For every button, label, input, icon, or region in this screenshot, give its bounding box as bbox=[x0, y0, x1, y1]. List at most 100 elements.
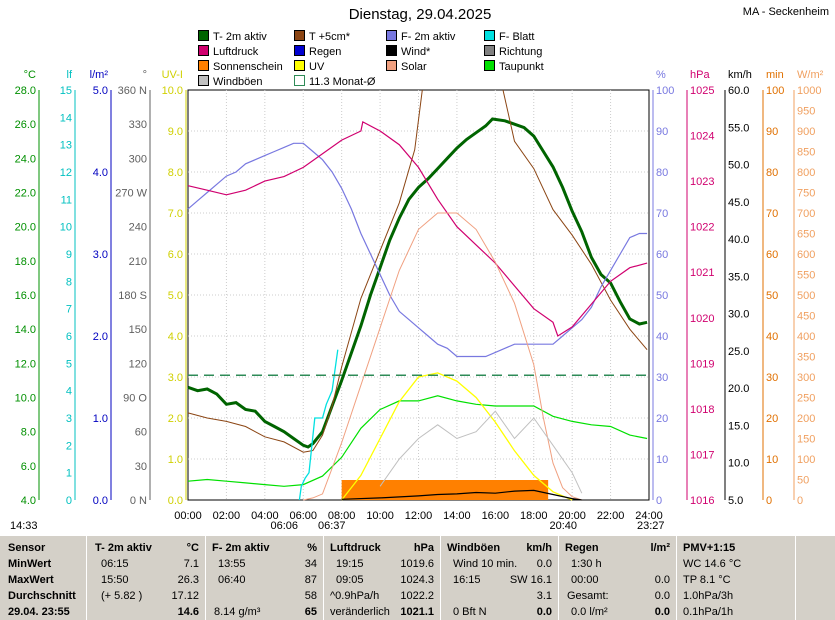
footer-value: 0.0 bbox=[654, 590, 670, 602]
footer-header: Luftdruck bbox=[330, 542, 381, 554]
axis-tick-label: 1019 bbox=[690, 358, 714, 370]
legend-swatch bbox=[198, 60, 209, 71]
footer-col-rain: Regen l/m² 1:30 h 00:00 0.0 Gesamt: 0.0 … bbox=[559, 536, 677, 620]
series-line-solar bbox=[303, 212, 582, 501]
axis-tick-label: 20 bbox=[766, 413, 778, 425]
footer-time: 06:40 bbox=[218, 574, 246, 586]
footer-value: 58 bbox=[304, 590, 317, 602]
series-line-t-2m-aktiv bbox=[187, 117, 648, 449]
footer-value: 17.12 bbox=[171, 590, 199, 602]
footer-label: MinWert bbox=[8, 558, 52, 570]
legend-item: Solar bbox=[386, 60, 427, 74]
series-line-taupunkt bbox=[187, 395, 648, 487]
legend-label: Wind* bbox=[401, 46, 431, 58]
axis-tick-label: 600 bbox=[797, 249, 815, 261]
axis-tick-label: 12.0 bbox=[15, 358, 36, 370]
axis-tick-label: 10.0 bbox=[162, 85, 183, 97]
footer-current: 14.6 bbox=[177, 606, 199, 618]
axis-unit-label: km/h bbox=[728, 69, 752, 81]
axis-unit-label: l/m² bbox=[90, 69, 109, 81]
axis-tick-label: 400 bbox=[797, 331, 815, 343]
legend-swatch bbox=[294, 30, 305, 41]
legend-label: F- 2m aktiv bbox=[401, 31, 456, 43]
legend-label: Solar bbox=[401, 61, 427, 73]
legend-swatch bbox=[484, 45, 495, 56]
axis-tick-label: 5.0 bbox=[728, 495, 743, 507]
footer-date: 29.04. 23:55 bbox=[8, 606, 70, 618]
axis-tick-label: 200 bbox=[797, 413, 815, 425]
legend-label: UV bbox=[309, 61, 325, 73]
legend-item: F- 2m aktiv bbox=[386, 30, 455, 44]
axis-tick-label: 100 bbox=[766, 85, 784, 97]
axis-tick-label: 550 bbox=[797, 270, 815, 282]
x-tick-label: 24:00 bbox=[635, 510, 663, 522]
footer-header: Windböen bbox=[447, 542, 501, 554]
axis-tick-label: 12 bbox=[60, 167, 72, 179]
axis-tick-label: 24.0 bbox=[15, 153, 36, 165]
axis-tick-label: 22.0 bbox=[15, 188, 36, 200]
footer-label: Wind 10 min. bbox=[453, 558, 518, 570]
axis-tick-label: 3.0 bbox=[168, 372, 183, 384]
axis-unit-label: lf bbox=[67, 69, 73, 81]
legend-item: Luftdruck bbox=[198, 45, 258, 59]
footer-time: 19:15 bbox=[336, 558, 364, 570]
axis-tick-label: 900 bbox=[797, 126, 815, 138]
series-line-t-5cm- bbox=[187, 89, 423, 453]
axis-tick-label: 8.0 bbox=[168, 167, 183, 179]
footer-time: 15:50 bbox=[101, 574, 129, 586]
footer-abs-humidity: 8.14 g/m³ bbox=[214, 606, 261, 618]
x-tick-label: 12:00 bbox=[405, 510, 433, 522]
legend-label: T- 2m aktiv bbox=[213, 31, 267, 43]
axis-tick-label: 15.0 bbox=[728, 420, 749, 432]
legend-swatch bbox=[386, 30, 397, 41]
footer-trend: ^0.9hPa/h bbox=[330, 590, 380, 602]
x-tick-label: 00:00 bbox=[174, 510, 202, 522]
axis-tick-label: 30 bbox=[766, 372, 778, 384]
axis-tick-label: 15 bbox=[60, 85, 72, 97]
footer-col-humidity: F- 2m aktiv % 13:55 34 06:40 87 58 8.14 … bbox=[206, 536, 324, 620]
axis-tick-label: 1018 bbox=[690, 404, 714, 416]
footer-value: 3.1 bbox=[536, 590, 552, 602]
axis-tick-label: 60 bbox=[135, 427, 147, 439]
axis-tick-label: 50 bbox=[656, 290, 668, 302]
axis-tick-label: 10 bbox=[60, 222, 72, 234]
x-tick-label: 18:00 bbox=[520, 510, 548, 522]
axis-tick-label: 10.0 bbox=[728, 458, 749, 470]
legend-label: Sonnenschein bbox=[213, 61, 283, 73]
x-tick-label: 02:00 bbox=[213, 510, 241, 522]
legend-label: T +5cm* bbox=[309, 31, 351, 43]
x-tick-label: 20:00 bbox=[558, 510, 586, 522]
sunrise-marker: 06:06 bbox=[270, 520, 298, 532]
footer-header: F- 2m aktiv bbox=[212, 542, 270, 554]
axis-tick-label: 7.0 bbox=[168, 208, 183, 220]
footer-current: 65 bbox=[304, 606, 317, 618]
legend-label: Taupunkt bbox=[499, 61, 544, 73]
axis-tick-label: 1020 bbox=[690, 313, 714, 325]
axis-tick-label: 40 bbox=[766, 331, 778, 343]
legend-label: 11.3 Monat-Ø bbox=[309, 76, 376, 88]
legend-swatch bbox=[484, 60, 495, 71]
axis-tick-label: 55.0 bbox=[728, 122, 749, 134]
footer-value: 34 bbox=[304, 558, 317, 570]
axis-tick-label: 70 bbox=[766, 208, 778, 220]
legend-label: F- Blatt bbox=[499, 31, 535, 43]
axis-tick-label: 850 bbox=[797, 147, 815, 159]
footer-value: 1022.2 bbox=[400, 590, 434, 602]
footer-col-pressure: Luftdruck hPa 19:15 1019.6 09:05 1024.3 … bbox=[324, 536, 441, 620]
legend-swatch bbox=[484, 30, 495, 41]
x-tick-label: 04:00 bbox=[251, 510, 279, 522]
axis-tick-label: 50 bbox=[766, 290, 778, 302]
axis-tick-label: 45.0 bbox=[728, 197, 749, 209]
axis-tick-label: 210 bbox=[129, 256, 147, 268]
footer-value: 1024.3 bbox=[400, 574, 434, 586]
legend-swatch bbox=[198, 45, 209, 56]
axis-tick-label: 10.0 bbox=[15, 393, 36, 405]
legend-item: Sonnenschein bbox=[198, 60, 283, 74]
footer-unit: °C bbox=[186, 542, 199, 554]
axis-tick-label: 1000 bbox=[797, 85, 821, 97]
axis-tick-label: 1017 bbox=[690, 449, 714, 461]
axis-tick-label: 1025 bbox=[690, 85, 714, 97]
footer-time: 00:00 bbox=[571, 574, 599, 586]
axis-tick-label: 0.0 bbox=[168, 495, 183, 507]
axis-tick-label: 20 bbox=[656, 413, 668, 425]
